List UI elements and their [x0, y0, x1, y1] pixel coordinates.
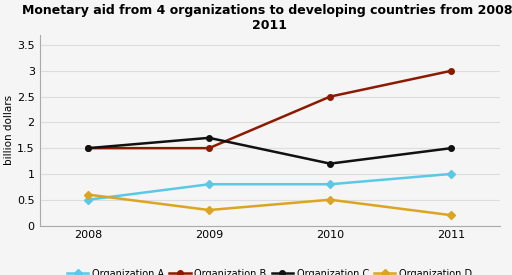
- Organization B: [448, 69, 454, 73]
- Line: Organization D: Organization D: [85, 192, 454, 218]
- Line: Organization A: Organization A: [85, 171, 454, 202]
- Organization A: [206, 183, 212, 186]
- Title: Monetary aid from 4 organizations to developing countries from 2008-
2011: Monetary aid from 4 organizations to dev…: [22, 4, 512, 32]
- Line: Organization C: Organization C: [85, 135, 454, 166]
- Organization B: [327, 95, 333, 98]
- Legend: Organization A, Organization B, Organization C, Organization D: Organization A, Organization B, Organiza…: [63, 265, 476, 275]
- Organization D: [85, 193, 91, 196]
- Organization D: [206, 208, 212, 212]
- Organization C: [448, 147, 454, 150]
- Organization D: [448, 214, 454, 217]
- Organization C: [206, 136, 212, 139]
- Organization A: [85, 198, 91, 201]
- Organization B: [206, 147, 212, 150]
- Organization C: [85, 147, 91, 150]
- Y-axis label: billion dollars: billion dollars: [4, 95, 14, 165]
- Organization D: [327, 198, 333, 201]
- Organization A: [448, 172, 454, 176]
- Organization A: [327, 183, 333, 186]
- Organization C: [327, 162, 333, 165]
- Line: Organization B: Organization B: [85, 68, 454, 151]
- Organization B: [85, 147, 91, 150]
